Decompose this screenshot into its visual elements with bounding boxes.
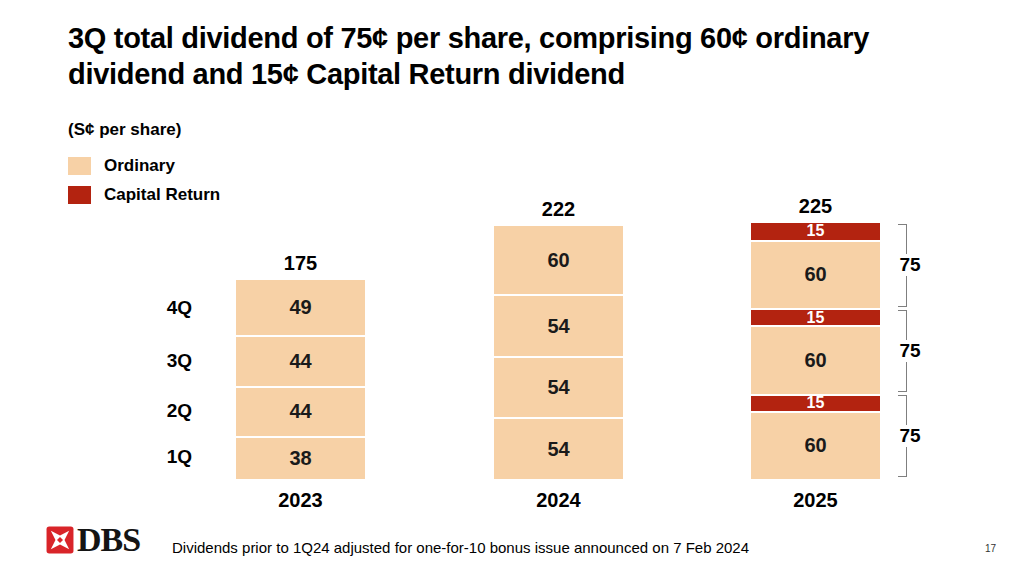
quarter-label: 2Q bbox=[142, 400, 192, 422]
segment-value-label: 54 bbox=[547, 315, 569, 338]
bracket-value-label: 75 bbox=[893, 254, 927, 276]
category-label: 2024 bbox=[494, 489, 623, 512]
segment-value-label: 60 bbox=[547, 249, 569, 272]
segment-value-label: 60 bbox=[804, 349, 826, 372]
bar-segment-ordinary: 54 bbox=[494, 417, 623, 479]
segment-value-label: 44 bbox=[289, 400, 311, 423]
segment-value-label: 54 bbox=[547, 438, 569, 461]
bar-segment-ordinary: 44 bbox=[236, 335, 365, 385]
bar-column-2024: 60 54 54 54 bbox=[494, 226, 623, 479]
dbs-logo-text: DBS bbox=[77, 526, 140, 554]
dbs-logo: DBS bbox=[46, 526, 140, 554]
segment-value-label: 15 bbox=[807, 222, 825, 240]
bracket-value-label: 75 bbox=[893, 425, 927, 447]
segment-value-label: 49 bbox=[289, 296, 311, 319]
bar-segment-ordinary: 60 bbox=[751, 240, 880, 308]
segment-value-label: 60 bbox=[804, 434, 826, 457]
segment-value-label: 44 bbox=[289, 350, 311, 373]
bar-total-label: 222 bbox=[494, 198, 623, 221]
bar-segment-capital_return: 15 bbox=[751, 308, 880, 325]
bar-segment-ordinary: 60 bbox=[751, 325, 880, 393]
segment-value-label: 15 bbox=[807, 394, 825, 412]
bar-segment-capital_return: 15 bbox=[751, 223, 880, 240]
category-label: 2023 bbox=[236, 489, 365, 512]
bar-total-label: 175 bbox=[236, 252, 365, 275]
bar-segment-ordinary: 60 bbox=[751, 411, 880, 479]
quarter-label: 1Q bbox=[142, 446, 192, 468]
dbs-logo-icon bbox=[46, 526, 74, 554]
category-label: 2025 bbox=[751, 489, 880, 512]
bar-total-label: 225 bbox=[751, 195, 880, 218]
bar-column-2023: 49 44 44 38 bbox=[236, 280, 365, 479]
bar-segment-ordinary: 60 bbox=[494, 226, 623, 294]
presentation-slide: 3Q total dividend of 75¢ per share, comp… bbox=[0, 0, 1024, 577]
bar-segment-ordinary: 49 bbox=[236, 280, 365, 336]
segment-value-label: 60 bbox=[804, 263, 826, 286]
quarter-label: 4Q bbox=[142, 297, 192, 319]
bar-column-2025: 15 60 15 60 15 60 bbox=[751, 223, 880, 479]
page-number: 17 bbox=[985, 543, 996, 554]
bar-segment-capital_return: 15 bbox=[751, 394, 880, 411]
segment-value-label: 54 bbox=[547, 376, 569, 399]
quarter-label: 3Q bbox=[142, 350, 192, 372]
segment-value-label: 15 bbox=[807, 309, 825, 327]
segment-value-label: 38 bbox=[289, 447, 311, 470]
bar-segment-ordinary: 54 bbox=[494, 356, 623, 418]
bar-segment-ordinary: 38 bbox=[236, 436, 365, 479]
footnote: Dividends prior to 1Q24 adjusted for one… bbox=[172, 539, 749, 556]
bar-segment-ordinary: 54 bbox=[494, 294, 623, 356]
bar-segment-ordinary: 44 bbox=[236, 386, 365, 436]
bracket-value-label: 75 bbox=[893, 340, 927, 362]
stacked-bar-chart: 49 44 44 38 175 2023 4Q 3Q 2Q 1Q 60 54 54 54 222 2024 15… bbox=[0, 0, 1024, 577]
